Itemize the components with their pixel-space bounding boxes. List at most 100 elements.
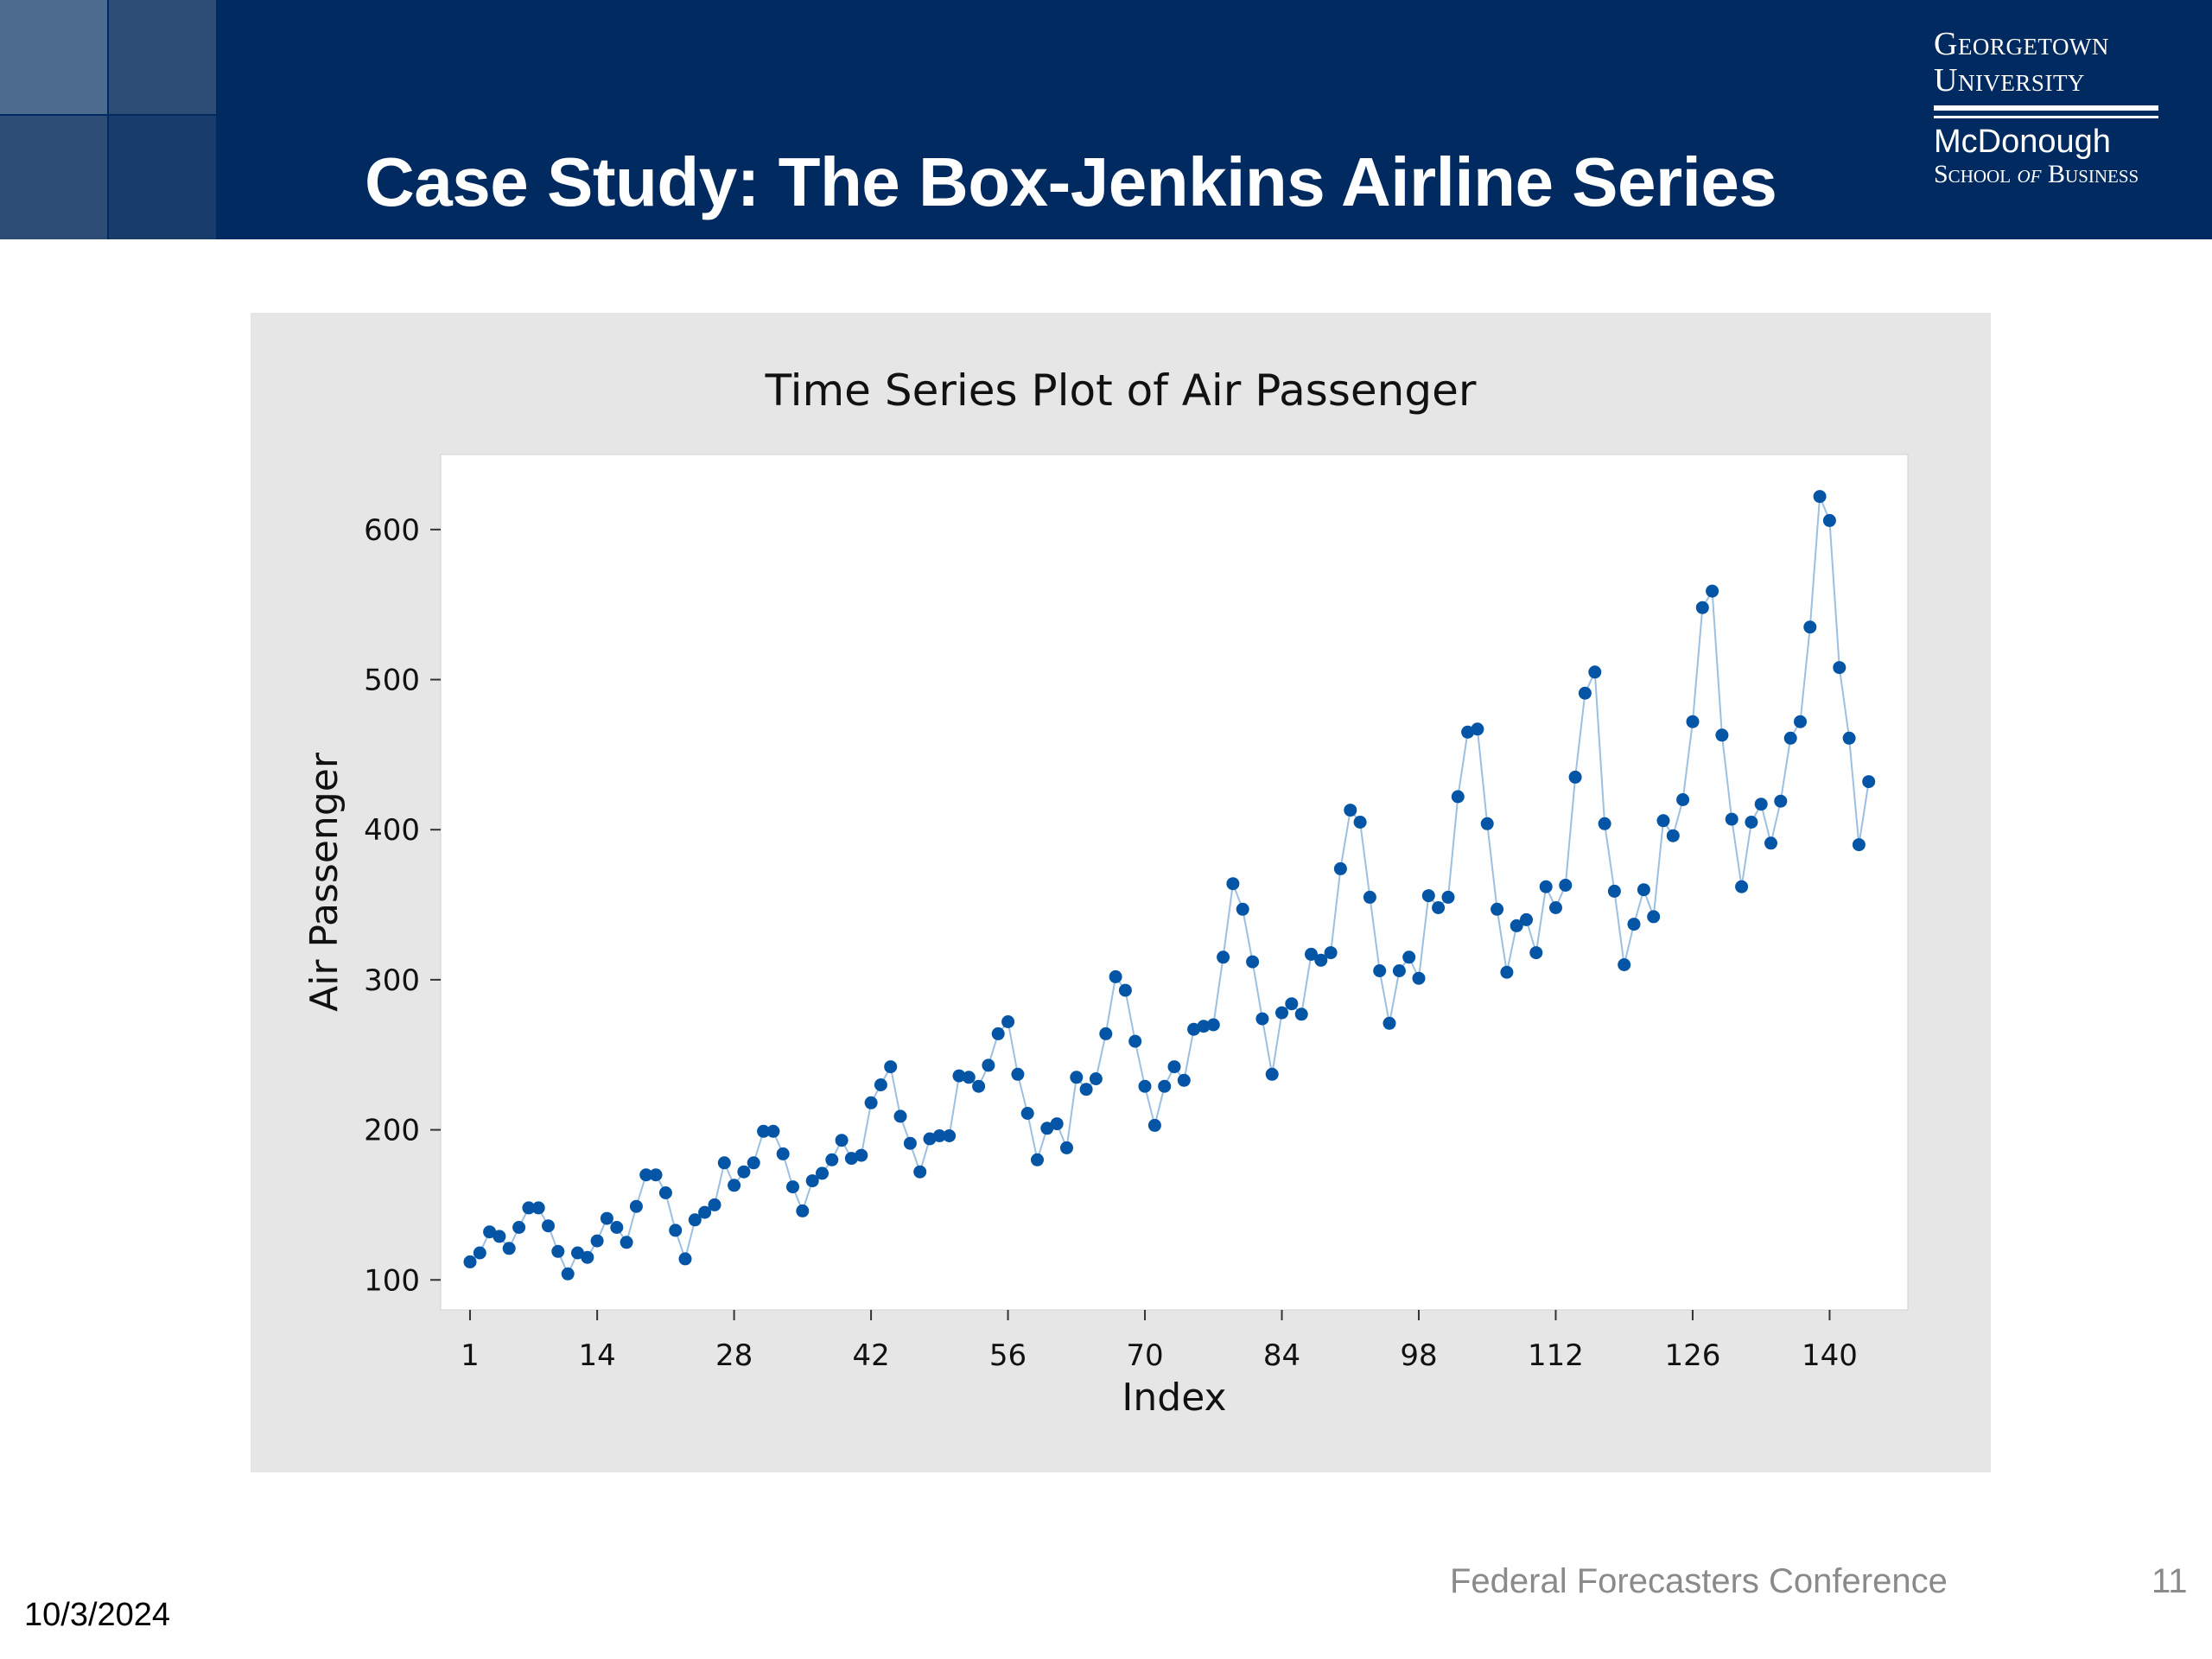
data-point: [1666, 829, 1680, 842]
chart-title: Time Series Plot of Air Passenger: [765, 365, 1477, 416]
data-point: [737, 1165, 751, 1179]
logo-business: Business: [2041, 160, 2139, 188]
data-point: [610, 1221, 624, 1234]
x-tick-label: 28: [715, 1338, 753, 1373]
data-point: [1118, 983, 1132, 997]
data-point: [1128, 1034, 1142, 1048]
x-tick-label: 112: [1528, 1338, 1584, 1373]
data-point: [1138, 1079, 1152, 1093]
data-point: [688, 1213, 702, 1227]
data-point: [522, 1201, 536, 1215]
data-point: [1167, 1060, 1181, 1074]
data-point: [844, 1152, 858, 1166]
data-point: [952, 1069, 966, 1083]
data-point: [1451, 790, 1465, 804]
data-point: [913, 1165, 927, 1179]
data-point: [1568, 770, 1582, 784]
plot-area: [440, 454, 1909, 1311]
data-point: [1363, 890, 1376, 904]
data-point: [1031, 1153, 1044, 1166]
data-point: [1089, 1072, 1103, 1085]
data-point: [629, 1199, 643, 1213]
x-tick-label: 140: [1802, 1338, 1858, 1373]
data-point: [1510, 918, 1523, 932]
data-point: [766, 1124, 780, 1138]
data-point: [1549, 901, 1562, 914]
y-tick-label: 100: [364, 1263, 420, 1298]
data-point: [1774, 794, 1788, 808]
data-point: [1676, 793, 1690, 806]
data-point: [776, 1147, 790, 1160]
data-point: [1255, 1012, 1269, 1026]
data-point: [1285, 997, 1299, 1011]
y-tick-label: 300: [364, 963, 420, 998]
y-tick-label: 400: [364, 813, 420, 848]
data-point: [1783, 731, 1797, 745]
university-logo: Georgetown University McDonough School o…: [1934, 26, 2158, 189]
data-point: [923, 1132, 937, 1146]
data-point: [590, 1234, 604, 1248]
data-point: [1735, 880, 1749, 893]
data-point: [1217, 950, 1230, 964]
data-point: [698, 1205, 712, 1219]
data-point: [1040, 1122, 1054, 1135]
data-point: [1079, 1083, 1093, 1096]
data-point: [1099, 1027, 1113, 1040]
data-point: [874, 1078, 887, 1091]
data-point: [1305, 947, 1318, 961]
data-point: [1461, 725, 1475, 739]
logo-divider: [1934, 105, 2158, 111]
data-point: [1275, 1006, 1288, 1020]
data-point: [1745, 816, 1758, 829]
data-point: [1246, 955, 1260, 969]
data-point: [1353, 816, 1367, 829]
data-point: [1520, 912, 1533, 926]
data-point: [1314, 953, 1328, 967]
logo-school-of-business: School of Business: [1934, 160, 2158, 189]
data-point: [1480, 817, 1494, 830]
data-point: [991, 1027, 1005, 1040]
data-point: [1333, 861, 1347, 875]
data-point: [1412, 971, 1426, 985]
data-point: [962, 1071, 976, 1084]
x-tick-label: 70: [1126, 1338, 1163, 1373]
data-point: [1529, 946, 1543, 960]
data-point: [1647, 910, 1661, 924]
data-point: [943, 1129, 957, 1142]
data-point: [796, 1204, 810, 1217]
data-point: [473, 1246, 486, 1260]
data-point: [1441, 890, 1455, 904]
data-point: [483, 1225, 497, 1239]
data-point: [1197, 1020, 1211, 1033]
data-point: [972, 1079, 986, 1093]
data-point: [1402, 950, 1416, 964]
data-point: [1764, 836, 1777, 850]
data-point: [835, 1134, 849, 1147]
data-point: [1187, 1022, 1201, 1036]
data-point: [493, 1230, 506, 1243]
data-point: [1294, 1007, 1308, 1021]
data-point: [1491, 902, 1504, 916]
x-tick-label: 1: [461, 1338, 480, 1373]
data-point: [551, 1244, 565, 1258]
series: [463, 490, 1876, 1281]
footer-conference: Federal Forecasters Conference: [1450, 1562, 1948, 1600]
data-point: [903, 1136, 917, 1150]
data-point: [1559, 879, 1573, 892]
logo-university: University: [1934, 62, 2085, 99]
data-point: [1471, 722, 1484, 736]
data-point: [600, 1211, 613, 1225]
data-point: [1842, 731, 1856, 745]
data-point: [1706, 584, 1719, 598]
data-point: [1147, 1118, 1161, 1132]
data-point: [1695, 601, 1709, 614]
data-point: [1794, 715, 1807, 728]
data-point: [678, 1252, 692, 1266]
x-tick-label: 84: [1263, 1338, 1300, 1373]
data-point: [1265, 1067, 1279, 1081]
data-point: [1578, 686, 1592, 700]
header-decor-square: [0, 116, 107, 239]
logo-school: School: [1934, 160, 2018, 188]
logo-of: of: [2017, 160, 2042, 188]
data-point: [1822, 513, 1836, 527]
